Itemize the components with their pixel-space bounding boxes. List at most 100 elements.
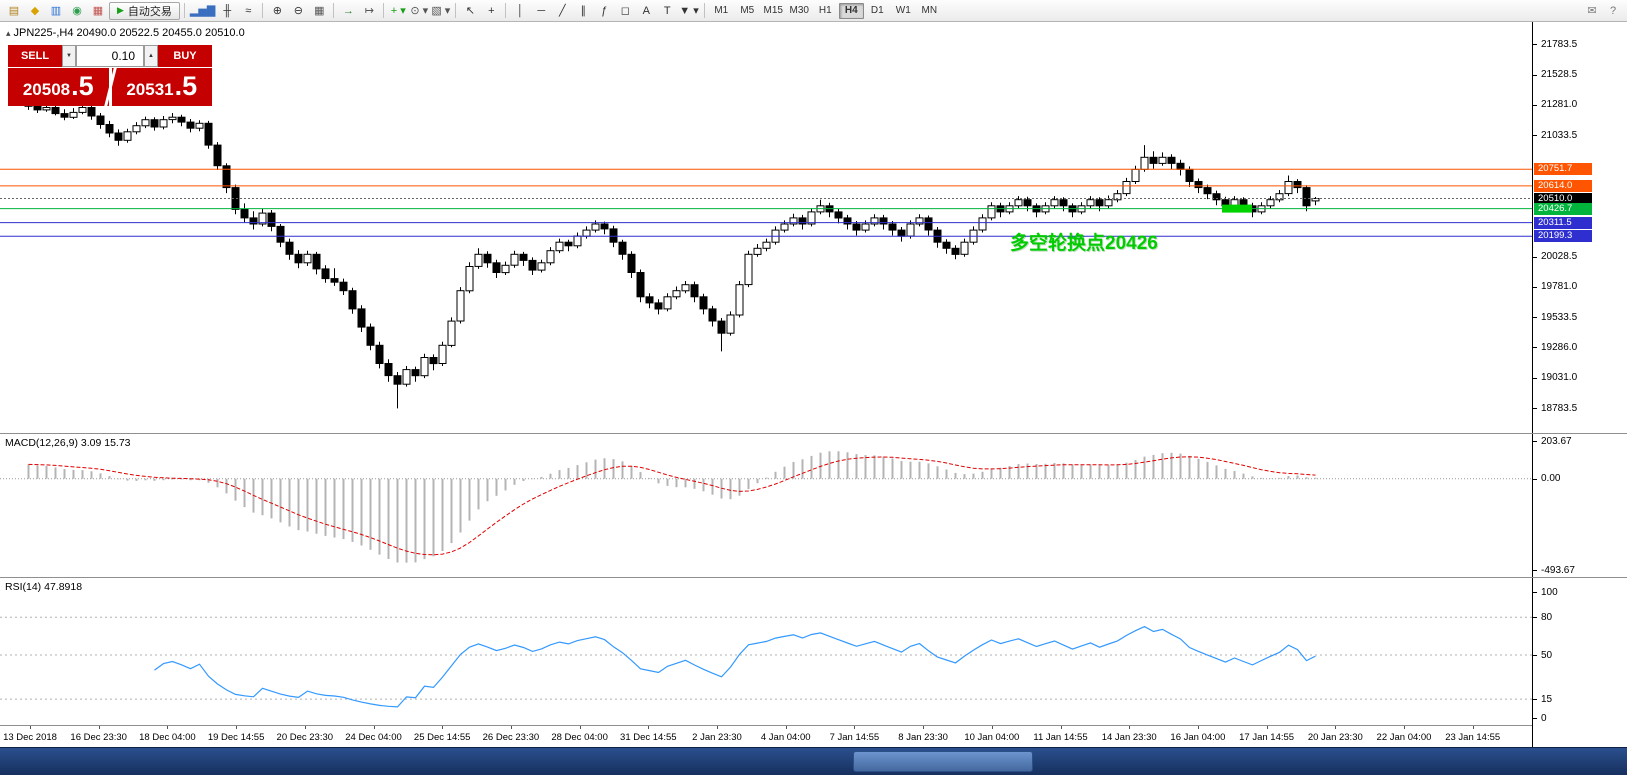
trendline-icon[interactable]: ╱ [558,5,566,17]
toolbar-separator [505,3,507,18]
axis-tick [1266,726,1268,729]
axis-tick [923,726,925,729]
axis-tick [1197,726,1199,729]
toolbar-separator [383,3,385,18]
new-order-icon[interactable]: ▤ [8,5,20,17]
vertical-line-icon[interactable]: │ [516,4,524,17]
axis-tick [1533,655,1537,656]
axis-tick [854,726,856,729]
horizontal-line-icon[interactable]: ─ [537,4,546,17]
timeframe-w1-button[interactable]: W1 [895,5,911,16]
time-axis-label: 7 Jan 14:55 [829,732,880,743]
axis-tick [717,726,718,729]
buy-price[interactable]: 20531.5 [111,68,212,106]
channel-icon[interactable]: ∥ [580,5,587,17]
axis-tick [1533,74,1537,76]
mail-icon[interactable]: ✉ [1587,5,1597,17]
market-watch-icon[interactable]: ▥ [50,5,62,17]
price-axis-label: 19031.0 [1541,372,1578,384]
macd-axis-label: -493.67 [1541,564,1575,576]
time-axis-label: 28 Dec 04:00 [551,732,608,743]
time-axis-label: 22 Jan 04:00 [1376,732,1432,743]
navigator-icon[interactable]: ◉ [72,5,82,17]
axis-tick [579,726,581,729]
timeframe-h4-button[interactable]: H4 [838,2,864,19]
chart-shift-icon[interactable]: ↦ [364,5,374,17]
time-axis-label: 20 Jan 23:30 [1307,732,1363,743]
price-chart-panel[interactable]: ▴ JPN225-,H4 20490.0 20522.5 20455.0 2051… [0,22,1532,433]
buy-price-main: 20531 [126,80,174,99]
zoom-out-icon[interactable]: ⊖ [293,5,303,17]
macd-name: MACD(12,26,9) [5,437,78,449]
taskbar-window-button[interactable] [853,751,1033,772]
volume-up-button[interactable]: ▲ [144,45,158,67]
axis-tick [1533,256,1537,258]
cursor-icon[interactable]: ↖ [465,5,475,17]
line-chart-icon[interactable]: ≈ [245,4,252,17]
timeframe-mn-button[interactable]: MN [921,5,938,16]
time-axis-label: 18 Dec 04:00 [139,732,196,743]
time-axis-label: 10 Jan 04:00 [964,732,1020,743]
axis-tick [1533,104,1537,106]
time-axis: 13 Dec 2018 16 Dec 23:30 18 Dec 04:00 19 De… [0,725,1532,747]
macd-signal-line [28,456,1316,556]
axis-tick [442,726,444,729]
timeframe-h1-button[interactable]: H1 [818,5,832,16]
timeframe-m15-button[interactable]: M15 [763,5,783,16]
arrows-icon[interactable]: ▼ ▾ [679,5,699,17]
sell-button[interactable]: SELL [8,45,62,67]
axis-tick [1472,726,1474,729]
panel-separator[interactable] [0,433,1627,434]
toolbar-separator [703,3,705,18]
axis-tick [1533,718,1537,719]
templates-icon[interactable]: ▧ ▾ [431,5,451,17]
axis-tick [1533,377,1537,379]
time-axis-label: 16 Jan 04:00 [1170,732,1226,743]
axis-tick [1533,617,1537,619]
chart-title: ▴ JPN225-,H4 20490.0 20522.5 20455.0 2051… [6,27,245,39]
fibonacci-icon[interactable]: ƒ [601,4,608,17]
zoom-in-icon[interactable]: ⊕ [272,5,282,17]
crosshair-icon[interactable]: + [488,4,495,17]
toolbar-separator [183,3,185,18]
rsi-axis-label: 100 [1541,586,1558,598]
macd-panel: MACD(12,26,9) 3.09 15.73 [0,434,1532,577]
help-icon[interactable]: ? [1609,4,1617,17]
timeframe-m1-button[interactable]: M1 [714,5,729,16]
auto-trading-button[interactable]: ▶ 自动交易 [109,1,180,20]
text-icon[interactable]: A [642,4,650,17]
axis-tick [236,726,238,729]
volume-input[interactable]: 0.10 [76,45,144,67]
time-axis-label: 25 Dec 14:55 [413,732,471,743]
axis-tick [30,726,31,729]
auto-trading-button-icon: ▶ [117,5,124,15]
taskbar [0,747,1627,775]
profiles-icon[interactable]: ◆ [30,5,40,17]
new-chart-icon[interactable]: ▂▅▇ [189,5,216,17]
candlestick-chart-icon[interactable]: ╫ [223,4,232,17]
time-axis-label: 8 Jan 23:30 [898,732,948,743]
sell-price[interactable]: 20508.5 [8,68,109,106]
auto-scroll-icon[interactable]: → [342,4,354,17]
panel-separator[interactable] [0,577,1627,578]
volume-down-button[interactable]: ▼ [62,45,76,67]
buy-button[interactable]: BUY [158,45,212,67]
terminal-icon[interactable]: ▦ [92,5,104,17]
price-level-badge: 20510.0 [1534,192,1592,205]
time-axis-label: 16 Dec 23:30 [70,732,127,743]
timeframe-m5-button[interactable]: M5 [740,5,755,16]
indicators-icon[interactable]: + ▾ [390,5,406,17]
periods-icon[interactable]: ⊙ ▾ [410,5,429,17]
time-axis-label: 11 Jan 14:55 [1033,732,1088,743]
tile-windows-icon[interactable]: ▦ [314,5,325,17]
timeframe-d1-button[interactable]: D1 [870,5,884,16]
chart-title-text: JPN225-,H4 20490.0 20522.5 20455.0 20510… [13,27,245,39]
price-axis-label: 19781.0 [1541,281,1578,293]
text-label-icon[interactable]: T [663,4,671,17]
shapes-icon[interactable]: ◻ [620,5,630,17]
timeframe-m30-button[interactable]: M30 [789,5,809,16]
price-axis-label: 21783.5 [1541,38,1578,50]
time-axis-label: 20 Dec 23:30 [276,732,334,743]
rsi-label: RSI(14) 47.8918 [5,581,82,593]
